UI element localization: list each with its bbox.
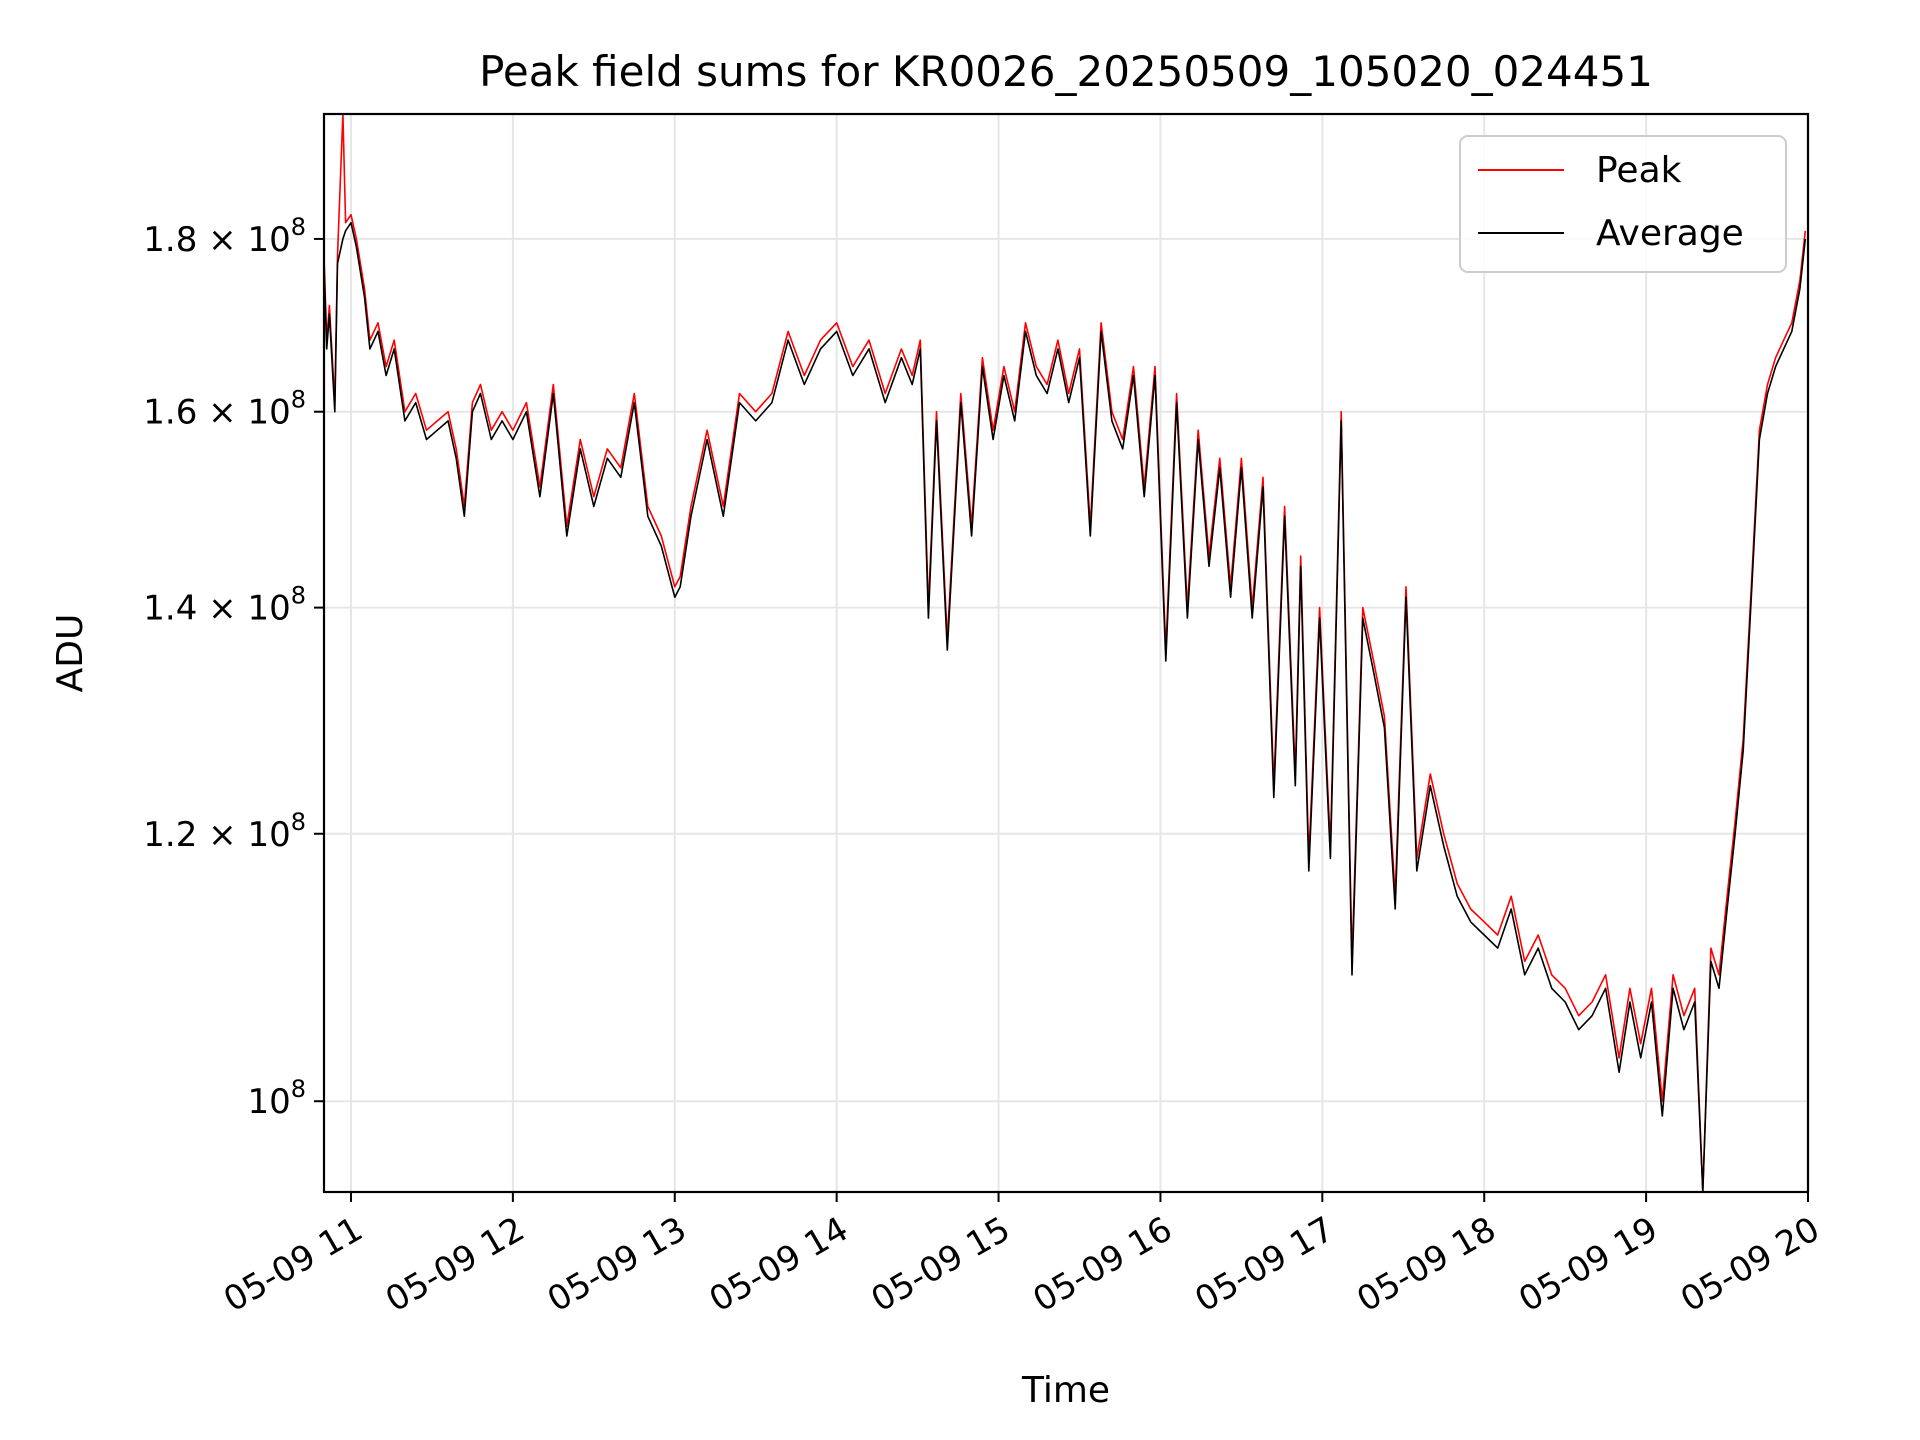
legend: Peak Average: [1459, 135, 1787, 273]
y-axis: 108 1.2 × 108 1.4 × 108 1.6 × 108 1.8 × 108: [143, 213, 324, 1122]
y-tick-label: 1.2 × 108: [143, 808, 306, 855]
legend-label-average: Average: [1596, 213, 1744, 254]
series-line-peak: [324, 114, 1807, 1192]
chart-title: Peak field sums for KR0026_20250509_1050…: [479, 47, 1653, 96]
y-tick-label: 1.6 × 108: [143, 386, 306, 433]
legend-label-peak: Peak: [1596, 150, 1682, 191]
x-axis-label: Time: [1021, 1370, 1110, 1411]
plot-frame: [322, 112, 1810, 1194]
series-line-average: [324, 221, 1807, 1192]
y-tick-label: 1.4 × 108: [143, 582, 306, 629]
y-tick-label: 1.8 × 108: [143, 213, 306, 260]
series-layer: [324, 114, 1807, 1192]
y-tick-label: 108: [247, 1075, 306, 1122]
y-axis-label: ADU: [50, 614, 91, 693]
